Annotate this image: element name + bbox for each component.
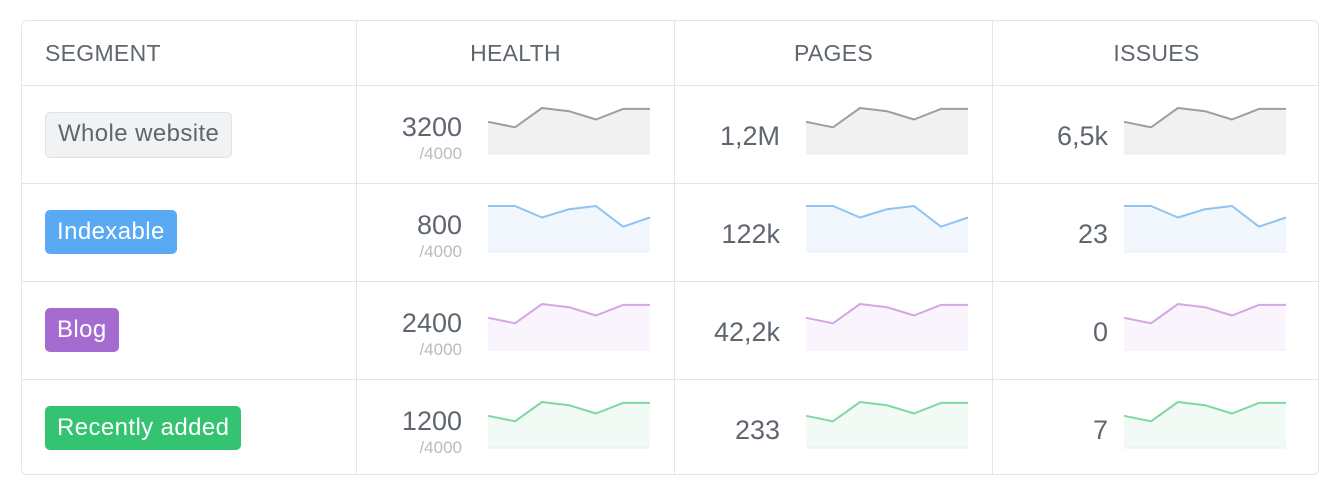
sparkline-area	[1124, 304, 1286, 350]
segment-badge[interactable]: Whole website	[45, 112, 233, 158]
sparkline-area	[806, 304, 968, 350]
health-cell: 1200 /4000	[356, 380, 674, 474]
health-max: /4000	[419, 340, 462, 359]
health-cell: 2400 /4000	[356, 282, 674, 379]
sparkline-area	[806, 402, 968, 448]
pages-sparkline	[805, 401, 968, 449]
segment-badge[interactable]: Recently added	[45, 406, 242, 450]
sparkline-line	[487, 401, 650, 423]
sparkline-line	[805, 303, 968, 325]
issues-value: 6,5k	[1056, 121, 1108, 151]
table-row[interactable]: Indexable 800 /4000 122k 23	[22, 184, 1318, 282]
pages-value: 233	[734, 415, 780, 445]
sparkline-area	[1124, 206, 1286, 252]
issues-sparkline	[1123, 401, 1286, 449]
issues-value: 0	[1092, 317, 1108, 347]
table-row[interactable]: Whole website 3200 /4000 1,2M 6,5k	[22, 86, 1318, 184]
segments-table: SEGMENT HEALTH PAGES ISSUES Whole websit…	[21, 20, 1319, 475]
sparkline-line	[1123, 401, 1286, 423]
issues-cell: 6,5k	[992, 86, 1318, 183]
issues-cell: 7	[992, 380, 1318, 474]
health-value: 2400	[401, 308, 462, 338]
health-value: 800	[416, 210, 462, 240]
sparkline-line	[488, 205, 651, 228]
sparkline-line	[805, 107, 968, 129]
header-cell-health[interactable]: HEALTH	[356, 21, 674, 85]
pages-cell: 233	[674, 380, 992, 474]
health-value: 1200	[401, 406, 462, 436]
health-max: /4000	[419, 242, 462, 261]
health-sparkline	[488, 205, 651, 253]
health-cell: 800 /4000	[356, 184, 674, 281]
sparkline-line	[1123, 303, 1286, 325]
pages-sparkline	[806, 205, 969, 253]
sparkline-area	[806, 206, 968, 252]
header-health-label[interactable]: HEALTH	[470, 40, 561, 66]
issues-sparkline	[1123, 107, 1286, 155]
issues-sparkline	[1123, 303, 1286, 351]
sparkline-area	[1124, 108, 1286, 154]
issues-cell: 23	[992, 184, 1318, 281]
pages-value: 122k	[721, 219, 780, 249]
header-cell-issues[interactable]: ISSUES	[992, 21, 1318, 85]
issues-sparkline	[1124, 205, 1287, 253]
sparkline-area	[806, 108, 968, 154]
pages-value: 1,2M	[719, 121, 780, 151]
sparkline-line	[1123, 107, 1286, 129]
header-pages-label[interactable]: PAGES	[793, 40, 874, 66]
health-sparkline	[487, 303, 650, 351]
issues-cell: 0	[992, 282, 1318, 379]
pages-sparkline	[805, 303, 968, 351]
issues-value: 7	[1092, 415, 1108, 445]
segment-cell: Recently added	[22, 380, 356, 474]
health-cell: 3200 /4000	[356, 86, 674, 183]
table-row[interactable]: Recently added 1200 /4000 233 7	[22, 380, 1318, 474]
sparkline-area	[488, 402, 650, 448]
sparkline-line	[1124, 205, 1287, 228]
table-row[interactable]: Blog 2400 /4000 42,2k 0	[22, 282, 1318, 380]
sparkline-line	[806, 205, 969, 228]
table-header: SEGMENT HEALTH PAGES ISSUES	[22, 21, 1318, 86]
health-max: /4000	[419, 438, 462, 457]
segment-cell: Whole website	[22, 86, 356, 183]
segment-badge[interactable]: Indexable	[45, 210, 177, 254]
header-issues-label[interactable]: ISSUES	[1113, 40, 1200, 66]
health-sparkline	[487, 401, 650, 449]
sparkline-area	[488, 304, 650, 350]
segment-badge[interactable]: Blog	[45, 308, 119, 352]
pages-value: 42,2k	[713, 317, 780, 347]
health-max: /4000	[419, 144, 462, 163]
sparkline-area	[1124, 402, 1286, 448]
sparkline-area	[488, 206, 650, 252]
segment-cell: Indexable	[22, 184, 356, 281]
sparkline-area	[488, 108, 650, 154]
pages-sparkline	[805, 107, 968, 155]
sparkline-line	[487, 107, 650, 129]
health-sparkline	[487, 107, 650, 155]
segment-cell: Blog	[22, 282, 356, 379]
issues-value: 23	[1077, 219, 1108, 249]
header-segment-label: SEGMENT	[45, 40, 161, 66]
pages-cell: 1,2M	[674, 86, 992, 183]
health-value: 3200	[401, 112, 462, 142]
header-cell-segment: SEGMENT	[22, 21, 356, 85]
header-cell-pages[interactable]: PAGES	[674, 21, 992, 85]
pages-cell: 122k	[674, 184, 992, 281]
pages-cell: 42,2k	[674, 282, 992, 379]
sparkline-line	[805, 401, 968, 423]
sparkline-line	[487, 303, 650, 325]
